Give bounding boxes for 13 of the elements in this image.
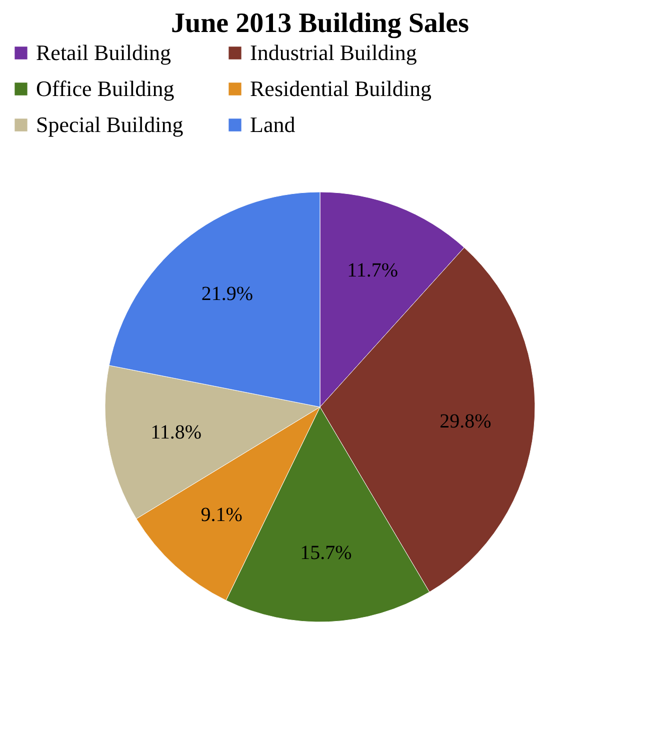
legend-label: Special Building [36,112,184,137]
legend-label: Residential Building [250,76,432,101]
data-label: 21.9% [201,283,253,306]
legend-label: Retail Building [36,40,172,65]
legend-label: Industrial Building [250,40,417,65]
data-label: 11.7% [347,260,398,282]
chart-title: June 2013 Building Sales [171,8,470,39]
data-label: 11.8% [150,422,202,444]
legend-label: Office Building [36,76,174,101]
legend-label: Land [250,112,296,137]
data-label: 9.1% [200,504,242,526]
data-label: 29.8% [440,410,492,433]
data-label: 15.7% [300,542,352,564]
